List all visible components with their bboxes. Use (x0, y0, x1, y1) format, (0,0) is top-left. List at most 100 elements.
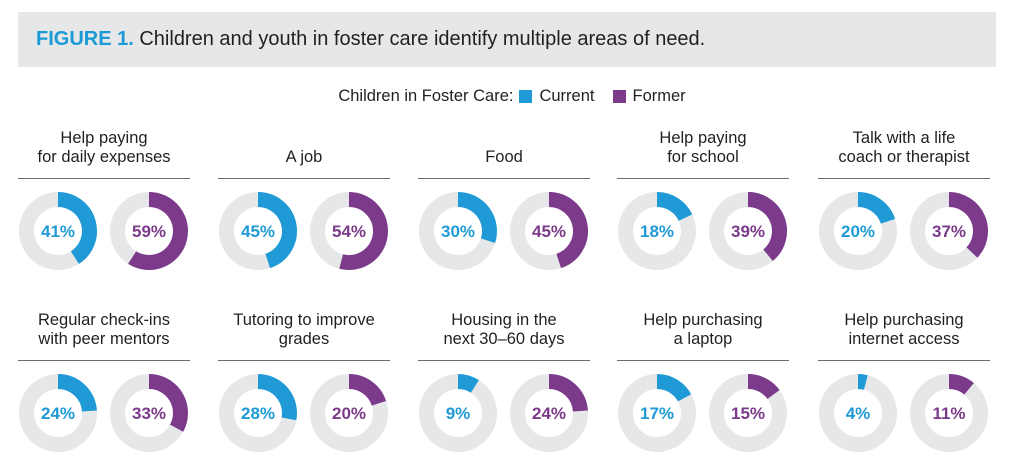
value-label-current: 41% (41, 222, 75, 241)
category-divider (218, 360, 390, 361)
donut-arc-current (457, 192, 497, 244)
donut-arc-former (747, 192, 787, 262)
donut-former: 15% (709, 374, 787, 452)
value-label-former: 37% (932, 222, 966, 241)
value-label-former: 24% (532, 404, 566, 423)
category-label-line: Housing in the (451, 311, 557, 329)
donut-arc-current (457, 374, 479, 393)
value-label-current: 28% (241, 404, 275, 423)
donut-current: 24% (19, 374, 97, 452)
category-divider (818, 178, 990, 179)
donut-arc-current (257, 192, 297, 269)
value-label-former: 11% (932, 404, 965, 423)
category-label-line: Help paying (60, 129, 148, 147)
category-label: A job (218, 148, 390, 167)
value-label-current: 45% (241, 222, 275, 241)
category-label-line: for school (667, 148, 739, 166)
donut-former: 33% (110, 374, 188, 452)
donut-current: 18% (618, 192, 696, 270)
value-label-former: 45% (532, 222, 566, 241)
legend-label-former: Former (632, 87, 686, 105)
category-label-line: Food (485, 148, 523, 166)
donut-arc-former (948, 192, 988, 258)
donut-former: 11% (910, 374, 988, 452)
category-label-line: A job (285, 148, 323, 166)
donut-current: 20% (819, 192, 897, 270)
donut-arc-former (548, 192, 588, 269)
legend-swatch-former (612, 90, 626, 103)
figure-heading: FIGURE 1. Children and youth in foster c… (36, 28, 705, 51)
category-divider (18, 360, 190, 361)
donut-former: 20% (310, 374, 388, 452)
value-label-former: 59% (132, 222, 166, 241)
value-label-former: 20% (332, 404, 366, 423)
donut-current: 30% (419, 192, 497, 270)
donut-arc-former (148, 374, 188, 432)
category-label: Tutoring to improve grades (218, 311, 390, 349)
donut-former: 54% (310, 192, 388, 270)
figure-label: FIGURE 1. (36, 28, 134, 50)
donut-current: 9% (419, 374, 497, 452)
category-divider (18, 178, 190, 179)
donut-arc-current (656, 192, 693, 222)
donut-current: 41% (19, 192, 97, 270)
donut-arc-current (57, 374, 97, 412)
donut-arc-current (857, 374, 868, 390)
value-label-current: 30% (441, 222, 475, 241)
donut-arc-former (339, 192, 388, 270)
category-label-line: coach or therapist (838, 148, 970, 166)
donut-former: 37% (910, 192, 988, 270)
category-label-line: with peer mentors (38, 330, 170, 348)
donut-arc-current (257, 374, 297, 421)
category-label-line: grades (278, 330, 330, 348)
category-label: Help paying for school (617, 129, 789, 167)
category-label-line: internet access (848, 330, 960, 348)
category-label-line: Talk with a life (852, 129, 956, 147)
donut-current: 28% (219, 374, 297, 452)
value-label-current: 24% (41, 404, 75, 423)
value-label-current: 4% (846, 404, 871, 423)
category-label: Food (418, 148, 590, 167)
category-label-line: Help purchasing (844, 311, 964, 329)
value-label-current: 17% (640, 404, 674, 423)
category-label-line: for daily expenses (37, 148, 171, 166)
category-label: Help purchasing a laptop (617, 311, 789, 349)
category-label: Talk with a life coach or therapist (818, 129, 990, 167)
donut-arc-former (348, 374, 387, 407)
category-divider (418, 360, 590, 361)
legend-swatch-current (519, 90, 533, 103)
value-label-former: 39% (731, 222, 765, 241)
donut-current: 17% (618, 374, 696, 452)
donut-arc-former (747, 374, 780, 400)
legend-label-current: Current (539, 87, 595, 105)
category-label-line: Help purchasing (643, 311, 763, 329)
donut-arc-former (948, 374, 974, 395)
donut-current: 45% (219, 192, 297, 270)
category-divider (218, 178, 390, 179)
category-label: Help paying for daily expenses (18, 129, 190, 167)
donut-arc-current (57, 192, 97, 264)
value-label-current: 18% (640, 222, 674, 241)
category-divider (818, 360, 990, 361)
donut-arc-current (857, 192, 896, 225)
value-label-current: 20% (841, 222, 875, 241)
category-label-line: a laptop (673, 330, 733, 348)
donut-arc-former (548, 374, 588, 412)
value-label-former: 15% (731, 404, 765, 423)
value-label-current: 9% (446, 404, 471, 423)
category-label: Help purchasing internet access (818, 311, 990, 349)
donut-former: 45% (510, 192, 588, 270)
category-label: Regular check-ins with peer mentors (18, 311, 190, 349)
category-label-line: Tutoring to improve (233, 311, 375, 329)
category-label-line: Help paying (659, 129, 747, 147)
category-label-line: next 30–60 days (443, 330, 565, 348)
figure-banner: FIGURE 1. Children and youth in foster c… (18, 12, 996, 67)
value-label-former: 33% (132, 404, 166, 423)
category-divider (418, 178, 590, 179)
category-label-line: Regular check-ins (37, 311, 171, 329)
donut-arc-former (128, 192, 188, 270)
category-divider (617, 178, 789, 179)
category-label: Housing in the next 30–60 days (418, 311, 590, 349)
category-divider (617, 360, 789, 361)
